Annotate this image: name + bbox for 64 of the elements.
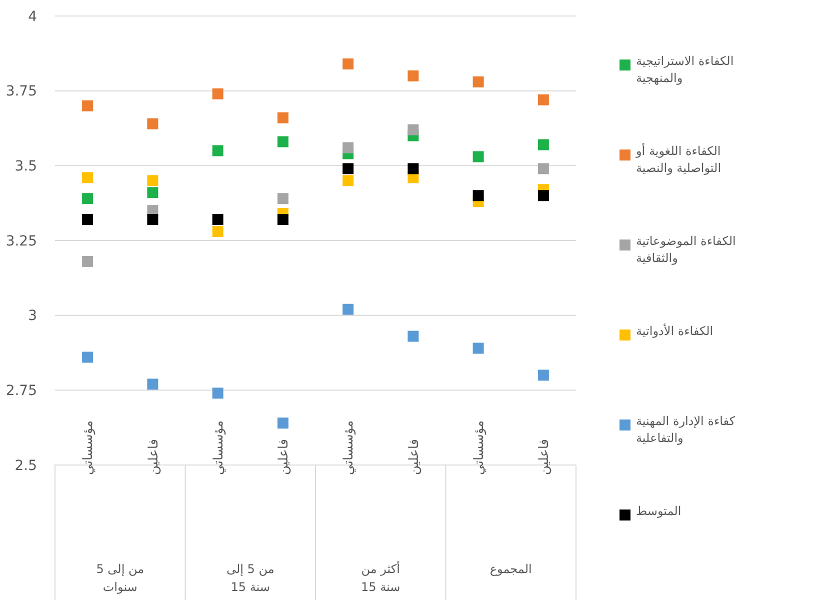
point [212, 145, 224, 156]
point [277, 418, 288, 429]
point [277, 193, 288, 204]
y-tick-label: 3.5 [14, 158, 37, 175]
point [342, 175, 354, 186]
point [472, 76, 484, 88]
point [277, 214, 288, 226]
point [212, 388, 224, 399]
point [538, 370, 549, 381]
x-tick-label: مؤسساتي [81, 420, 96, 475]
point [342, 58, 354, 70]
y-tick-label: 4 [28, 8, 38, 25]
point [342, 163, 354, 174]
y-tick-label: 3.25 [6, 233, 37, 250]
point [277, 136, 288, 148]
y-tick-label: 2.75 [6, 383, 37, 400]
text: من 5 إلى 15 سنة [226, 562, 274, 594]
legend-label: الكفاءة الأدواتية [636, 323, 714, 338]
point [472, 342, 484, 354]
y-tick-label: 3.75 [6, 84, 37, 100]
point [147, 175, 158, 186]
text: المجموع [490, 562, 532, 576]
y-tick-label: 2.5 [14, 458, 37, 474]
point [538, 94, 549, 106]
point [82, 193, 94, 204]
point [82, 100, 94, 112]
x-tick-label: فاعلين [146, 438, 162, 475]
legend-label: الكفاءة الموضوعاتية والثقافية [636, 234, 736, 265]
point [147, 187, 158, 198]
x-tick-label: مؤسساتي [472, 420, 487, 475]
point [147, 378, 158, 390]
x-tick-label: فاعلين [536, 438, 552, 475]
legend-label: المتوسط [636, 504, 682, 518]
x-tick-label: مؤسساتي [211, 420, 226, 475]
y-tick-label: 3 [28, 308, 37, 324]
point [147, 118, 158, 130]
text: من إلى 5 سنوات [96, 562, 144, 594]
text: أكثر من 15 سنة [361, 561, 400, 594]
point [538, 190, 549, 202]
x-tick-label: فاعلين [406, 438, 422, 475]
point [212, 226, 224, 238]
point [82, 172, 94, 184]
x-tick-label: فاعلين [276, 438, 292, 475]
point [472, 190, 484, 202]
point [82, 352, 94, 363]
legend-label: الكفاءة اللغوية أو التواصلية والنصية [635, 143, 722, 175]
point [538, 163, 549, 174]
point [408, 163, 419, 174]
point [408, 124, 419, 136]
point [342, 142, 354, 154]
legend-label: الكفاءة الاستراتيجية والمنهجية [636, 54, 734, 85]
point [82, 256, 94, 267]
point [147, 214, 158, 226]
x-tick-label: مؤسساتي [342, 420, 357, 475]
point [212, 88, 224, 100]
legend-label: كفاءة الإدارة المهنية والتفاعلية [636, 414, 736, 445]
point [538, 139, 549, 150]
point [408, 70, 419, 82]
point [342, 304, 354, 315]
point [82, 214, 94, 226]
point [277, 112, 288, 124]
point [408, 330, 419, 342]
point [212, 214, 224, 226]
point [472, 151, 484, 162]
